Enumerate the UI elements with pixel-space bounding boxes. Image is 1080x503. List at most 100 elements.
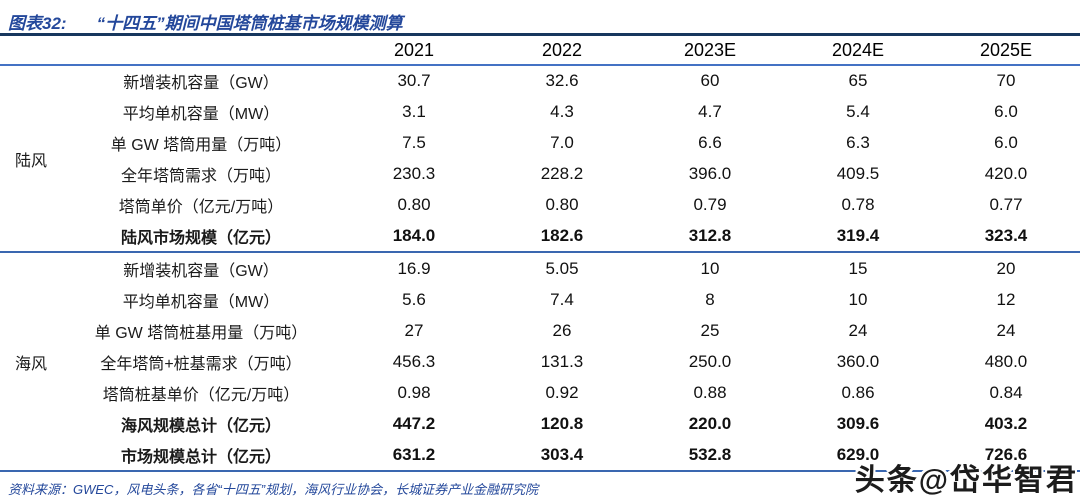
cell-value: 32.6 — [545, 71, 579, 91]
watermark: 头条@岱华智君 — [854, 464, 1078, 497]
cell-value: 309.6 — [836, 413, 880, 433]
table-row: 塔筒桩基单价（亿元/万吨） 0.98 0.92 0.88 0.86 0.84 — [62, 377, 1080, 408]
cell-value: 319.4 — [836, 225, 880, 245]
cell-value: 120.8 — [540, 413, 584, 433]
group-label-onshore: 陆风 — [14, 152, 47, 170]
cell-value: 20 — [996, 258, 1016, 278]
cell-value: 184.0 — [392, 225, 436, 245]
row-label: 塔筒单价（亿元/万吨） — [118, 198, 284, 216]
cell-value: 27 — [404, 320, 424, 340]
cell-value: 0.79 — [693, 194, 727, 214]
group-label-offshore: 海风 — [14, 355, 47, 373]
cell-value: 3.1 — [402, 102, 426, 122]
cell-value: 0.86 — [841, 382, 875, 402]
cell-value: 312.8 — [688, 225, 732, 245]
table-section-onshore: 陆风 新增装机容量（GW） 30.7 32.6 60 65 70 平均单机容量（… — [0, 66, 1080, 253]
table-row: 塔筒单价（亿元/万吨） 0.80 0.80 0.79 0.78 0.77 — [62, 189, 1080, 220]
source-note: 资料来源：GWEC，风电头条，各省“十四五”规划，海风行业协会，长城证券产业金融… — [8, 482, 539, 497]
cell-value: 420.0 — [984, 163, 1028, 183]
row-label: 海风规模总计（亿元） — [120, 417, 281, 435]
row-label: 新增装机容量（GW） — [123, 262, 279, 280]
row-label: 新增装机容量（GW） — [123, 75, 279, 93]
offshore-rows: 新增装机容量（GW） 16.9 5.05 10 15 20 平均单机容量（MW）… — [62, 253, 1080, 470]
table-row: 单 GW 塔筒桩基用量（万吨） 27 26 25 24 24 — [62, 315, 1080, 346]
market-size-table: 2021 2022 2023E 2024E 2025E 陆风 新增装机容量（GW… — [0, 33, 1080, 472]
cell-value: 0.92 — [545, 382, 579, 402]
cell-value: 16.9 — [397, 258, 431, 278]
cell-value: 24 — [996, 320, 1016, 340]
column-header-2021: 2021 — [393, 39, 435, 60]
cell-value: 4.3 — [550, 102, 574, 122]
cell-value: 4.7 — [698, 102, 722, 122]
figure-number: 图表32: — [8, 14, 67, 33]
cell-value: 0.77 — [989, 194, 1023, 214]
column-header-2025e: 2025E — [979, 39, 1033, 60]
cell-value: 409.5 — [836, 163, 880, 183]
cell-value: 6.0 — [994, 102, 1018, 122]
cell-value: 629.0 — [836, 444, 880, 464]
cell-value: 5.05 — [545, 258, 579, 278]
row-label: 全年塔筒需求（万吨） — [120, 167, 281, 185]
cell-value: 0.98 — [397, 382, 431, 402]
cell-value: 250.0 — [688, 351, 732, 371]
table-row-onshore-total: 陆风市场规模（亿元） 184.0 182.6 312.8 319.4 323.4 — [62, 220, 1080, 251]
cell-value: 24 — [848, 320, 868, 340]
column-header-2024e: 2024E — [831, 39, 885, 60]
table-row-market-total: 市场规模总计（亿元） 631.2 303.4 532.8 629.0 726.6 — [62, 439, 1080, 470]
cell-value: 5.4 — [846, 102, 870, 122]
cell-value: 182.6 — [540, 225, 584, 245]
row-label: 市场规模总计（亿元） — [120, 448, 281, 466]
row-label: 全年塔筒+桩基需求（万吨） — [100, 355, 302, 373]
row-label: 陆风市场规模（亿元） — [120, 229, 281, 247]
cell-value: 0.80 — [545, 194, 579, 214]
cell-value: 7.4 — [550, 289, 574, 309]
onshore-rows: 新增装机容量（GW） 30.7 32.6 60 65 70 平均单机容量（MW）… — [62, 66, 1080, 251]
cell-value: 7.5 — [402, 133, 426, 153]
cell-value: 8 — [705, 289, 715, 309]
cell-value: 0.88 — [693, 382, 727, 402]
cell-value: 360.0 — [836, 351, 880, 371]
row-label: 单 GW 塔筒用量（万吨） — [110, 137, 292, 155]
cell-value: 726.6 — [984, 444, 1028, 464]
column-header-2022: 2022 — [541, 39, 583, 60]
table-row-offshore-total: 海风规模总计（亿元） 447.2 120.8 220.0 309.6 403.2 — [62, 408, 1080, 439]
cell-value: 323.4 — [984, 225, 1028, 245]
cell-value: 230.3 — [392, 163, 436, 183]
cell-value: 10 — [700, 258, 720, 278]
table-row: 平均单机容量（MW） 3.1 4.3 4.7 5.4 6.0 — [62, 97, 1080, 128]
row-label: 单 GW 塔筒桩基用量（万吨） — [94, 324, 308, 342]
cell-value: 6.3 — [846, 133, 870, 153]
cell-value: 228.2 — [540, 163, 584, 183]
cell-value: 5.6 — [402, 289, 426, 309]
figure-title: 图表32: “十四五”期间中国塔筒桩基市场规模测算 — [0, 0, 1080, 33]
cell-value: 0.84 — [989, 382, 1023, 402]
table-row: 全年塔筒+桩基需求（万吨） 456.3 131.3 250.0 360.0 48… — [62, 346, 1080, 377]
cell-value: 403.2 — [984, 413, 1028, 433]
cell-value: 303.4 — [540, 444, 584, 464]
cell-value: 220.0 — [688, 413, 732, 433]
table-row: 新增装机容量（GW） 30.7 32.6 60 65 70 — [62, 66, 1080, 97]
cell-value: 456.3 — [392, 351, 436, 371]
table-row: 平均单机容量（MW） 5.6 7.4 8 10 12 — [62, 284, 1080, 315]
table-row: 新增装机容量（GW） 16.9 5.05 10 15 20 — [62, 253, 1080, 284]
cell-value: 6.6 — [698, 133, 722, 153]
row-label: 平均单机容量（MW） — [122, 106, 280, 124]
cell-value: 131.3 — [540, 351, 584, 371]
cell-value: 30.7 — [397, 71, 431, 91]
page-title: “十四五”期间中国塔筒桩基市场规模测算 — [96, 14, 403, 33]
cell-value: 480.0 — [984, 351, 1028, 371]
cell-value: 60 — [700, 71, 720, 91]
cell-value: 532.8 — [688, 444, 732, 464]
cell-value: 70 — [996, 71, 1016, 91]
cell-value: 631.2 — [392, 444, 436, 464]
cell-value: 25 — [700, 320, 720, 340]
row-label: 平均单机容量（MW） — [122, 293, 280, 311]
table-row: 单 GW 塔筒用量（万吨） 7.5 7.0 6.6 6.3 6.0 — [62, 128, 1080, 159]
cell-value: 65 — [848, 71, 868, 91]
cell-value: 15 — [848, 258, 868, 278]
cell-value: 447.2 — [392, 413, 436, 433]
cell-value: 0.78 — [841, 194, 875, 214]
table-section-offshore: 海风 新增装机容量（GW） 16.9 5.05 10 15 20 平均单机容量（… — [0, 253, 1080, 472]
table-header-row: 2021 2022 2023E 2024E 2025E — [0, 36, 1080, 66]
